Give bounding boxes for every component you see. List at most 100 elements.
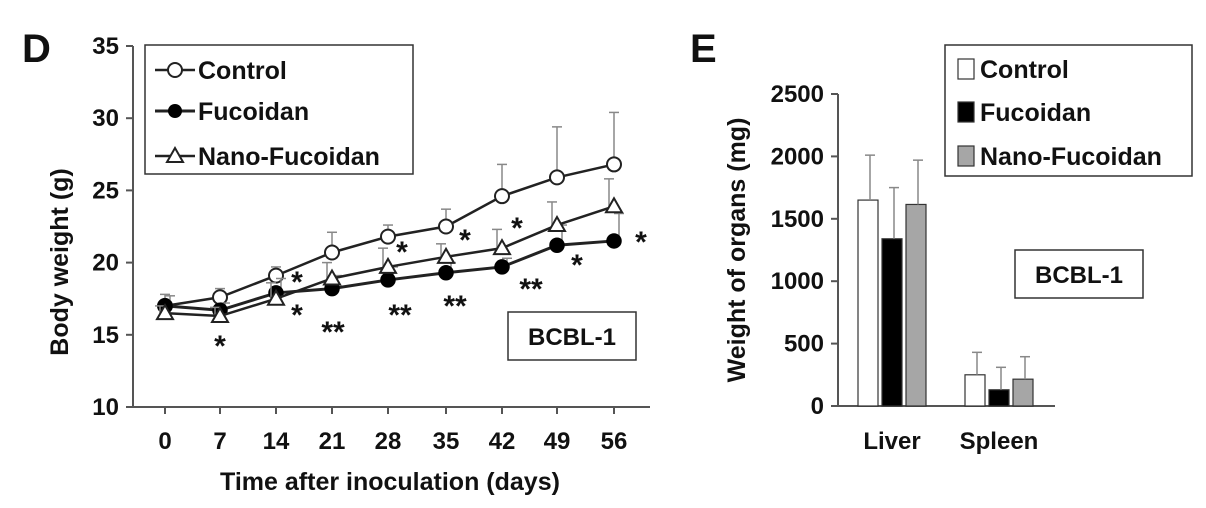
y-tick-label: 2000 xyxy=(771,143,824,170)
x-tick-label: 14 xyxy=(263,428,290,455)
bar-group-liver xyxy=(857,154,927,407)
legend-swatch xyxy=(957,145,975,167)
x-tick-label: 7 xyxy=(213,428,226,455)
y-tick-label: 2500 xyxy=(771,81,824,108)
legend-marker xyxy=(167,62,183,78)
data-point xyxy=(378,256,398,274)
series-nano-fucoidan xyxy=(155,178,624,324)
significance-marker: ** xyxy=(388,299,412,332)
significance-marker: * xyxy=(291,266,303,299)
bar xyxy=(1012,378,1034,407)
x-tick-label: Spleen xyxy=(960,428,1039,455)
bar xyxy=(988,389,1010,407)
legend-label: Fucoidan xyxy=(198,98,309,126)
y-tick-label: 15 xyxy=(92,322,119,349)
legend-item: Fucoidan xyxy=(155,98,309,126)
legend-label: Fucoidan xyxy=(980,99,1091,127)
x-axis-label: Time after inoculation (days) xyxy=(220,468,560,496)
data-point xyxy=(266,288,286,306)
x-tick-label: 35 xyxy=(433,428,460,455)
legend-marker xyxy=(165,145,185,163)
data-point xyxy=(494,259,510,275)
legend-label: Control xyxy=(980,56,1069,84)
x-tick-label: Liver xyxy=(863,428,920,455)
x-tick-label: 49 xyxy=(544,428,571,455)
data-point xyxy=(322,268,342,286)
y-tick-label: 1500 xyxy=(771,206,824,233)
y-tick-label: 1000 xyxy=(771,268,824,295)
data-point xyxy=(606,156,622,173)
y-axis-label: Body weight (g) xyxy=(46,168,74,355)
significance-marker: * xyxy=(291,299,303,332)
legend-frame xyxy=(944,44,1193,177)
legend-item: Nano-Fucoidan xyxy=(957,143,1162,171)
significance-marker: * xyxy=(571,249,583,282)
data-point xyxy=(492,238,512,256)
x-tick-label: 42 xyxy=(489,428,516,455)
bar xyxy=(857,199,879,407)
legend-swatch xyxy=(957,58,975,80)
data-point xyxy=(549,169,565,186)
bars-group xyxy=(857,154,1034,407)
data-point xyxy=(438,264,454,281)
legend-item: Control xyxy=(155,57,287,85)
significance-marker: ** xyxy=(321,316,345,349)
data-point xyxy=(380,228,396,245)
y-tick-label: 35 xyxy=(92,33,119,60)
data-point xyxy=(606,233,622,249)
data-point xyxy=(604,196,624,214)
legend-swatch xyxy=(957,101,975,123)
cell-line-box: BCBL-1 xyxy=(1014,249,1144,299)
annotation-frame xyxy=(1014,249,1144,299)
legend-label: Control xyxy=(198,57,287,85)
significance-marker: * xyxy=(459,224,471,257)
bar xyxy=(964,374,986,407)
significance-marker: ** xyxy=(519,273,543,306)
data-point xyxy=(210,306,230,324)
legend: Control Fucoidan Nano-Fucoidan xyxy=(944,44,1193,177)
y-tick-label: 500 xyxy=(784,331,824,358)
y-tick-label: 20 xyxy=(92,250,119,277)
data-point xyxy=(438,218,454,235)
significance-marker: * xyxy=(396,236,408,269)
x-tick-label: 0 xyxy=(158,428,171,455)
x-tick-label: 56 xyxy=(601,428,628,455)
bar-chart-panel: E 0 500 1000 1500 2000 2500 Liver Spleen Weigh… xyxy=(690,27,1193,455)
line-chart-panel: D 10 15 20 25 30 35 0 7 14 21 28 35 42 49 56 Time aft… xyxy=(22,27,650,496)
y-axis-label: Weight of organs (mg) xyxy=(723,118,751,383)
significance-marker: * xyxy=(635,226,647,259)
y-tick-label: 10 xyxy=(92,394,119,421)
annotation-text: BCBL-1 xyxy=(528,324,616,351)
data-point xyxy=(494,188,510,205)
bar xyxy=(881,238,903,407)
x-axis-ticks: 0 7 14 21 28 35 42 49 56 xyxy=(158,407,627,455)
data-point xyxy=(547,215,567,233)
panel-letter: D xyxy=(22,27,51,71)
data-point xyxy=(212,289,228,306)
y-tick-label: 30 xyxy=(92,105,119,132)
bar-group-spleen xyxy=(964,351,1034,407)
legend-label: Nano-Fucoidan xyxy=(198,143,380,171)
x-axis-ticks: Liver Spleen xyxy=(863,428,1038,455)
annotation-frame xyxy=(507,311,637,361)
legend-item: Nano-Fucoidan xyxy=(155,143,380,171)
y-axis-ticks: 0 500 1000 1500 2000 2500 xyxy=(771,81,838,420)
y-axis-ticks: 10 15 20 25 30 35 xyxy=(92,33,133,421)
series-group xyxy=(155,111,624,324)
legend-item: Fucoidan xyxy=(957,99,1091,127)
panel-letter: E xyxy=(690,27,717,71)
data-point xyxy=(436,246,456,264)
data-point xyxy=(549,237,565,254)
x-tick-label: 21 xyxy=(319,428,346,455)
y-tick-label: 25 xyxy=(92,177,119,204)
legend-items: Control Fucoidan Nano-Fucoidan xyxy=(155,57,380,171)
significance-marker: * xyxy=(511,212,523,245)
data-point xyxy=(155,303,175,321)
legend-item: Control xyxy=(957,56,1069,84)
bar xyxy=(905,203,927,407)
legend-label: Nano-Fucoidan xyxy=(980,143,1162,171)
x-tick-label: 28 xyxy=(375,428,402,455)
significance-markers: **************** xyxy=(214,212,647,363)
significance-marker: * xyxy=(214,330,226,363)
